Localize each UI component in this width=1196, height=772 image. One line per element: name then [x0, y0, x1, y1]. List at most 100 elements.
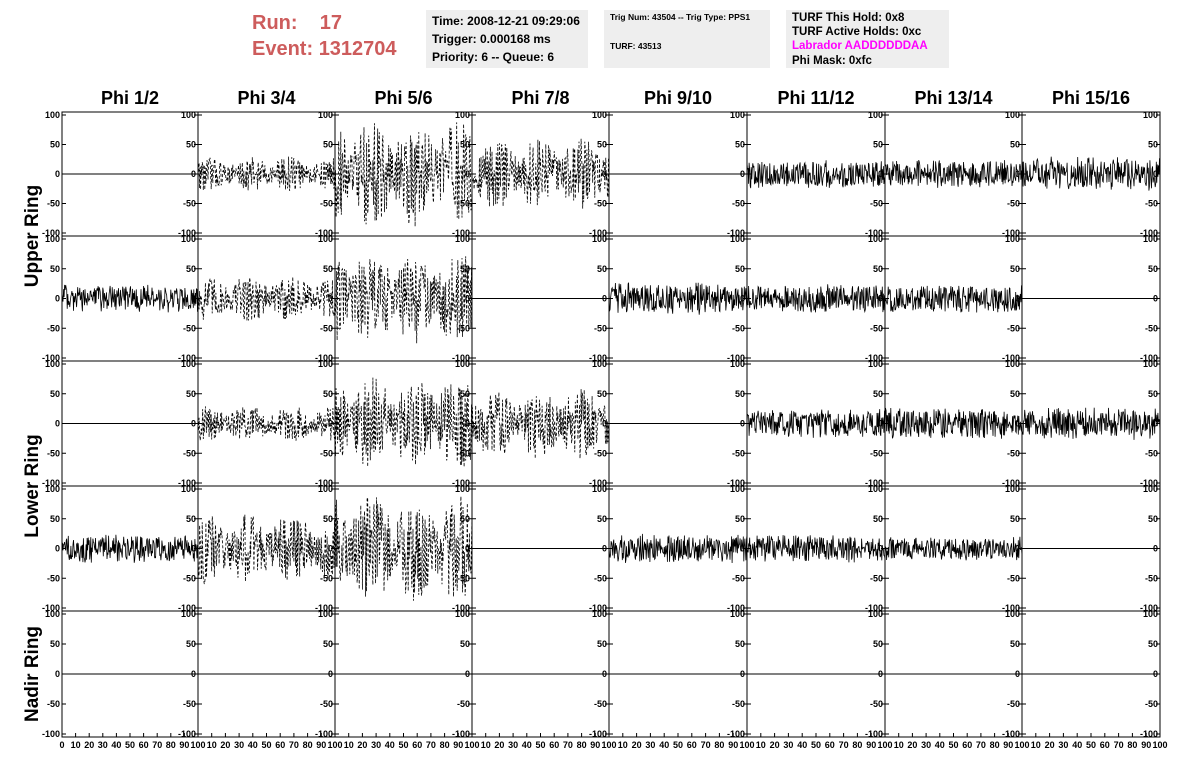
- y-tick-label: -100: [178, 228, 196, 238]
- y-tick-label: -100: [865, 729, 883, 739]
- y-tick-label: -100: [452, 228, 470, 238]
- x-tick-label: 80: [166, 740, 176, 750]
- y-tick-label: 100: [730, 359, 745, 369]
- y-tick-label: 100: [730, 484, 745, 494]
- x-tick-label: 100: [190, 740, 205, 750]
- y-tick-label: -50: [320, 573, 333, 583]
- y-tick-label: -100: [1002, 729, 1020, 739]
- run-event-box: Run: 17 Event: 1312704: [252, 10, 422, 62]
- y-tick-label: -50: [457, 448, 470, 458]
- y-tick-label: 50: [186, 514, 196, 524]
- y-tick-label: 100: [318, 609, 333, 619]
- y-tick-label: 100: [455, 484, 470, 494]
- run-label: Run:: [252, 12, 298, 34]
- column-header: Phi 3/4: [237, 88, 295, 108]
- x-tick-label: 90: [1003, 740, 1013, 750]
- y-tick-label: 100: [592, 234, 607, 244]
- y-tick-label: -50: [47, 448, 60, 458]
- y-tick-label: 100: [592, 359, 607, 369]
- x-tick-label: 30: [508, 740, 518, 750]
- y-tick-label: -50: [457, 573, 470, 583]
- x-tick-label: 100: [877, 740, 892, 750]
- x-tick-label: 90: [1141, 740, 1151, 750]
- y-tick-label: 100: [1005, 359, 1020, 369]
- y-tick-label: 0: [1015, 419, 1020, 429]
- x-tick-label: 40: [111, 740, 121, 750]
- waveform-trace: [197, 156, 336, 191]
- x-tick-label: 70: [426, 740, 436, 750]
- waveform-trace: [197, 276, 336, 322]
- y-tick-label: -100: [42, 603, 60, 613]
- x-tick-label: 40: [797, 740, 807, 750]
- y-tick-label: 50: [50, 514, 60, 524]
- y-tick-label: 50: [597, 140, 607, 150]
- y-tick-label: 50: [873, 639, 883, 649]
- y-tick-label: -50: [870, 323, 883, 333]
- y-tick-label: -100: [315, 228, 333, 238]
- x-tick-label: 80: [303, 740, 313, 750]
- y-tick-label: 50: [1010, 389, 1020, 399]
- y-tick-label: -100: [727, 353, 745, 363]
- y-tick-label: -100: [452, 729, 470, 739]
- x-tick-label: 60: [825, 740, 835, 750]
- x-tick-label: 20: [84, 740, 94, 750]
- y-tick-label: 50: [597, 389, 607, 399]
- phi-mask-text: Phi Mask: 0xfc: [792, 54, 872, 67]
- waveform-trace: [1021, 156, 1161, 191]
- x-tick-label: 20: [907, 740, 917, 750]
- y-tick-label: 50: [186, 389, 196, 399]
- x-tick-label: 10: [344, 740, 354, 750]
- waveform-trace: [746, 284, 886, 314]
- y-tick-label: 100: [45, 484, 60, 494]
- y-tick-label: -100: [865, 478, 883, 488]
- y-tick-label: 50: [1148, 514, 1158, 524]
- trigger-text: Trigger: 0.000168 ms: [432, 32, 551, 46]
- time-text: Time: 2008-12-21 09:29:06: [432, 14, 580, 28]
- y-tick-label: -100: [727, 228, 745, 238]
- y-tick-label: -100: [315, 353, 333, 363]
- x-tick-label: 50: [673, 740, 683, 750]
- y-tick-label: 100: [868, 484, 883, 494]
- y-tick-label: -100: [1140, 603, 1158, 613]
- y-tick-label: 50: [186, 639, 196, 649]
- y-tick-label: -50: [320, 199, 333, 209]
- x-tick-label: 20: [770, 740, 780, 750]
- y-tick-label: 0: [191, 544, 196, 554]
- y-tick-label: 100: [1143, 110, 1158, 120]
- y-tick-label: -100: [589, 353, 607, 363]
- y-tick-label: 100: [1143, 609, 1158, 619]
- trig-num-text: Trig Num: 43504 -- Trig Type: PPS1: [610, 12, 751, 22]
- y-tick-label: 100: [45, 234, 60, 244]
- x-tick-label: 50: [948, 740, 958, 750]
- y-tick-label: -50: [320, 699, 333, 709]
- turf-active-text: TURF Active Holds: 0xc: [792, 26, 922, 39]
- y-tick-label: -50: [183, 448, 196, 458]
- y-tick-label: -50: [594, 573, 607, 583]
- x-tick-label: 40: [522, 740, 532, 750]
- y-tick-label: 100: [1005, 234, 1020, 244]
- y-tick-label: 50: [735, 140, 745, 150]
- trig-info-box: Trig Num: 43504 -- Trig Type: PPS1 TURF:…: [604, 10, 770, 68]
- y-tick-label: -100: [727, 729, 745, 739]
- y-tick-label: 100: [455, 609, 470, 619]
- waveform-trace: [61, 534, 199, 563]
- waveform-trace: [334, 496, 473, 601]
- y-tick-label: -50: [47, 699, 60, 709]
- y-tick-label: 50: [50, 639, 60, 649]
- y-tick-label: 50: [735, 264, 745, 274]
- waveform-trace: [884, 407, 1023, 439]
- column-header: Phi 7/8: [511, 88, 569, 108]
- y-tick-label: 100: [1143, 359, 1158, 369]
- y-tick-label: 100: [318, 484, 333, 494]
- waveform-trace: [471, 138, 610, 209]
- y-tick-label: -50: [732, 448, 745, 458]
- y-tick-label: 50: [460, 514, 470, 524]
- column-header: Phi 13/14: [914, 88, 992, 108]
- turf-info-box: TURF This Hold: 0x8 TURF Active Holds: 0…: [786, 10, 949, 68]
- x-tick-label: 90: [590, 740, 600, 750]
- x-tick-label: 10: [756, 740, 766, 750]
- y-tick-label: 50: [323, 264, 333, 274]
- y-tick-label: 50: [735, 389, 745, 399]
- y-tick-label: -100: [1002, 603, 1020, 613]
- x-tick-label: 20: [632, 740, 642, 750]
